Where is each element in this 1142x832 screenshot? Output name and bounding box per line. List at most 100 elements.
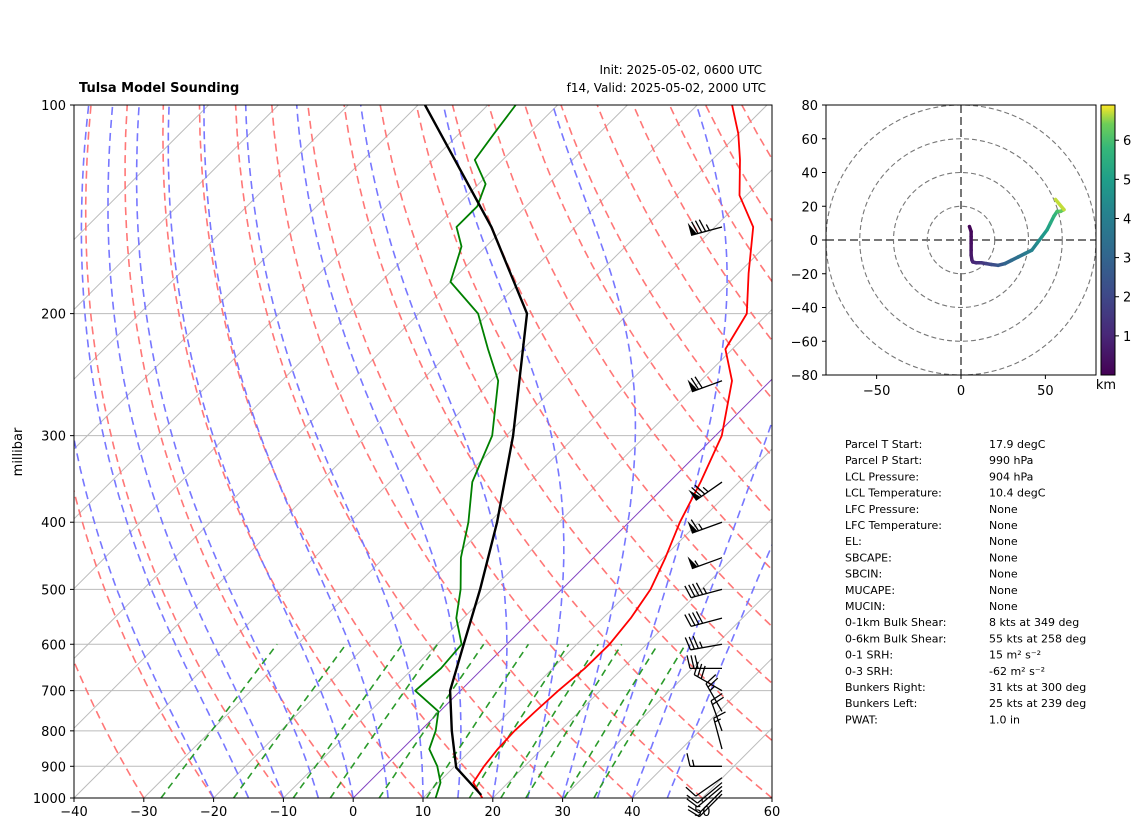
barb-half: [702, 587, 708, 594]
barb-full: [684, 637, 692, 651]
mixing-ratio-line: [563, 643, 659, 798]
wind-barb: [684, 582, 723, 599]
dewpoint-trace: [414, 105, 517, 798]
barb-full: [690, 377, 700, 390]
moist-adiabat: [203, 105, 389, 798]
wind-barb: [686, 782, 723, 804]
wind-barb: [688, 481, 723, 501]
param-value: 1.0 in: [989, 713, 1020, 726]
param-label: MUCIN:: [845, 600, 885, 613]
x-tick-label: −40: [60, 805, 87, 820]
barb-full: [686, 794, 698, 804]
y-axis-label: millibar: [11, 427, 26, 476]
isotherm: [74, 105, 419, 450]
wind-barb: [684, 611, 723, 627]
barb-half: [698, 523, 703, 530]
dry-adiabat: [198, 105, 494, 798]
y-tick-label: 500: [41, 583, 66, 598]
dry-adiabat: [704, 105, 772, 223]
parcel-trace: [423, 105, 529, 796]
barb-full: [697, 663, 703, 677]
param-value: 10.4 degC: [989, 487, 1046, 500]
param-label: MUCAPE:: [845, 584, 895, 597]
y-tick-label: 1000: [33, 792, 66, 807]
barb-staff: [705, 683, 723, 712]
wind-barb: [687, 219, 723, 236]
param-value: 31 kts at 300 deg: [989, 681, 1086, 694]
wind-barb: [686, 785, 723, 808]
barb-full: [694, 484, 706, 495]
barb-full: [690, 655, 695, 669]
init-time: Init: 2025-05-02, 0600 UTC: [599, 63, 762, 77]
barb-full: [688, 613, 696, 626]
x-tick-label: −10: [270, 805, 297, 820]
param-label: 0-3 SRH:: [845, 665, 893, 678]
barb-full: [690, 519, 700, 532]
barb-half: [702, 486, 709, 493]
x-tick-label: 30: [554, 805, 571, 820]
dry-adiabat: [379, 105, 772, 742]
wind-barb: [685, 777, 723, 797]
barb-full: [684, 585, 692, 598]
wind-barb: [686, 655, 722, 669]
isotherm: [74, 105, 209, 241]
param-label: LFC Pressure:: [845, 503, 919, 516]
hodo-y-tick-label: 80: [801, 99, 818, 114]
barb-full: [685, 786, 697, 797]
isotherm: [562, 587, 772, 798]
barb-full: [688, 636, 696, 650]
barb-staff: [697, 785, 723, 808]
param-value: 17.9 degC: [989, 438, 1046, 451]
isotherm: [632, 657, 772, 798]
dry-adiabat: [632, 105, 772, 342]
y-tick-label: 600: [41, 638, 66, 653]
y-tick-label: 900: [41, 760, 66, 775]
wind-barb: [710, 692, 724, 732]
skewt-background-lines: [74, 105, 772, 798]
moist-adiabat: [107, 105, 285, 798]
barb-half: [691, 759, 695, 767]
barb-half: [709, 685, 716, 692]
hodo-y-tick-label: 20: [801, 200, 818, 215]
dry-adiabat: [162, 105, 424, 798]
moist-adiabat: [295, 105, 462, 798]
barb-full: [710, 692, 723, 702]
isotherm: [492, 518, 772, 798]
barb-staff: [710, 700, 723, 732]
barb-full: [694, 376, 703, 389]
dry-adiabat: [307, 105, 703, 798]
barb-full: [686, 798, 698, 808]
x-tick-label: 10: [415, 805, 432, 820]
x-tick-label: 40: [624, 805, 641, 820]
param-label: LCL Temperature:: [845, 487, 942, 500]
barb-half: [699, 641, 703, 648]
isotherm: [771, 797, 772, 798]
skewt-axes: −40 −30 −20 −10 0 10 20 30 40 50 60 100 200 300 400 500…: [33, 99, 780, 820]
barb-full: [688, 584, 696, 597]
isotherm: [143, 169, 772, 798]
barb-half: [694, 560, 700, 567]
hodograph-trace: [967, 197, 1066, 268]
barb-full: [684, 614, 692, 627]
isotherm: [283, 308, 772, 798]
dry-adiabat: [451, 105, 772, 628]
barb-staff: [690, 617, 723, 627]
hodo-x-tick-label: −50: [863, 384, 890, 399]
param-value: None: [989, 584, 1018, 597]
barb-staff: [695, 777, 723, 797]
colorbar-tick-label: 1: [1123, 330, 1131, 345]
barb-staff: [713, 718, 723, 750]
param-value: None: [989, 535, 1018, 548]
barb-full: [694, 220, 703, 233]
hodo-x-tick-label: 50: [1037, 384, 1054, 399]
dry-adiabat: [124, 105, 354, 798]
barb-flag: [687, 556, 698, 569]
barb-half: [705, 224, 711, 231]
wind-barb: [687, 556, 723, 570]
colorbar-tick-label: 6: [1123, 134, 1131, 149]
x-tick-label: −20: [200, 805, 227, 820]
isotherm: [352, 378, 772, 798]
wind-barbs: [684, 219, 726, 818]
chart-title: Tulsa Model Sounding: [79, 81, 239, 96]
